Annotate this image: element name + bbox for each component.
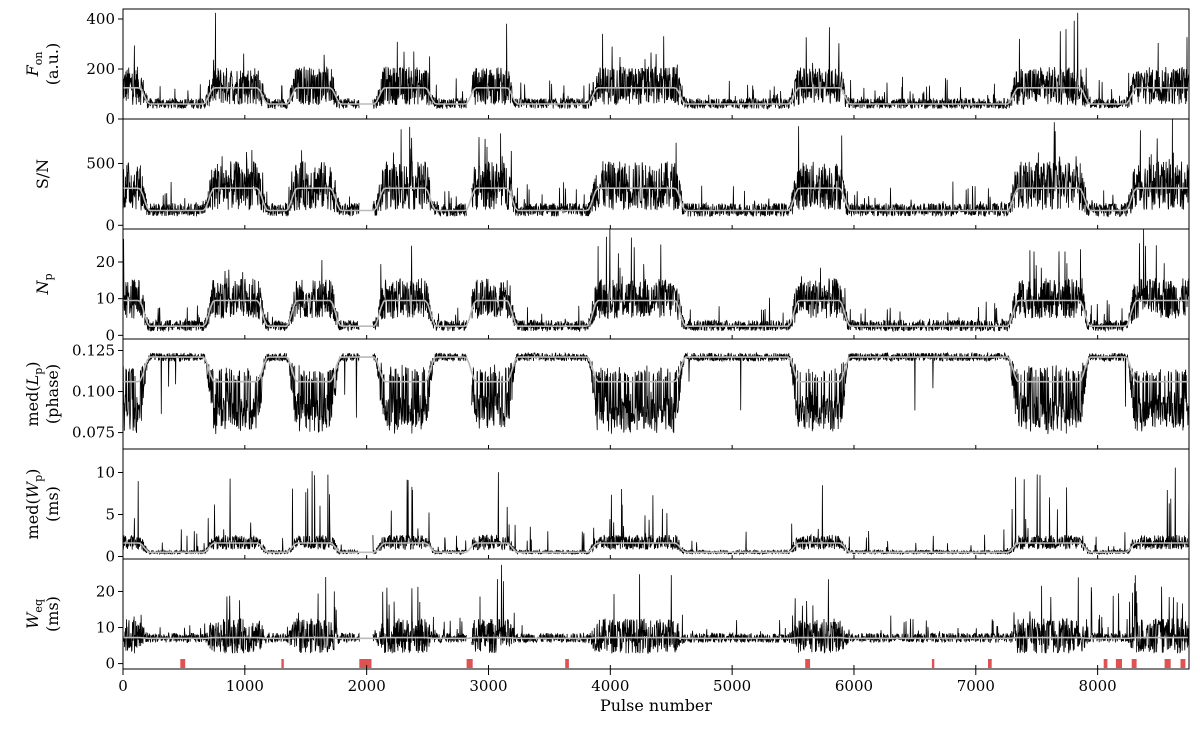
series-smoothed-fon [123, 87, 1188, 105]
flag-mark-3 [466, 659, 473, 668]
panel-np: 0 10 20 Np [33, 228, 1190, 344]
ytick-label-np-0: 0 [105, 326, 115, 344]
xtick-label-0: 0 [118, 677, 128, 695]
ytick-label-weq-2: 20 [96, 582, 115, 600]
xtick-label-8: 8000 [1079, 677, 1117, 695]
ytick-label-np-2: 20 [96, 253, 115, 271]
flag-mark-0 [180, 659, 186, 668]
xtick-label-1: 1000 [226, 677, 264, 695]
flag-mark-11 [1164, 659, 1171, 668]
xtick-label-4: 4000 [591, 677, 629, 695]
ylabel-lp: med(Lp)(phase) [23, 361, 62, 426]
series-smoothed-wp [123, 542, 1188, 554]
xtick-label-3: 3000 [469, 677, 507, 695]
flag-mark-10 [1131, 659, 1137, 668]
x-axis-label: Pulse number [600, 696, 712, 715]
panel-fon: 0 200 400 Fon(a.u.) [23, 8, 1190, 128]
xtick-label-5: 5000 [713, 677, 751, 695]
series-raw-lp [123, 351, 1189, 435]
flag-mark-6 [931, 659, 935, 668]
ytick-label-fon-2: 400 [86, 10, 115, 28]
flag-mark-4 [565, 659, 569, 668]
series-raw-fon [123, 12, 1189, 111]
ylabel-wp: med(Wp)(ms) [23, 469, 62, 540]
ylabel-fon: Fon(a.u.) [23, 43, 62, 86]
ytick-label-np-1: 10 [96, 290, 115, 308]
ylabel-np: Np [33, 273, 55, 295]
ytick-label-wp-2: 10 [96, 464, 115, 482]
series-smoothed-snr [123, 187, 1188, 212]
panel-lp: 0.075 0.100 0.125 med(Lp)(phase) [23, 338, 1190, 450]
flag-mark-7 [988, 659, 992, 668]
ytick-label-wp-0: 0 [105, 547, 115, 565]
ytick-label-weq-0: 0 [105, 655, 115, 673]
ytick-label-lp-2: 0.125 [72, 341, 115, 359]
flag-mark-8 [1103, 659, 1108, 668]
panel-wp: 0 5 10 med(Wp)(ms) [23, 448, 1190, 565]
panel-frame-weq [122, 558, 1190, 670]
chart-panels: 0200400Fon(a.u.)0500S/N01020Np0.0750.100… [23, 8, 1190, 673]
series-raw-wp [123, 467, 1189, 556]
ytick-label-wp-1: 5 [105, 505, 115, 523]
ytick-label-lp-0: 0.075 [72, 424, 115, 442]
series-smoothed-np [123, 299, 1188, 327]
flag-mark-2 [359, 659, 372, 668]
series-raw-weq [123, 564, 1189, 654]
ytick-label-snr-0: 0 [105, 216, 115, 234]
xtick-label-2: 2000 [348, 677, 386, 695]
flag-mark-1 [281, 659, 284, 668]
panel-weq: 0 10 20 Weq(ms) [23, 558, 1190, 673]
ylabel-snr: S/N [33, 159, 52, 189]
series-smoothed-weq [123, 636, 1188, 640]
ytick-label-fon-0: 0 [105, 110, 115, 128]
ylabel-weq: Weq(ms) [23, 596, 62, 632]
ytick-label-snr-1: 500 [86, 154, 115, 172]
series-smoothed-lp [123, 356, 1188, 383]
flag-mark-12 [1180, 659, 1186, 668]
flag-mark-5 [805, 659, 811, 668]
xtick-label-7: 7000 [957, 677, 995, 695]
ytick-label-lp-1: 0.100 [72, 383, 115, 401]
panel-snr: 0 500 S/N [33, 118, 1190, 234]
xtick-label-6: 6000 [835, 677, 873, 695]
series-raw-snr [123, 119, 1189, 218]
flag-mark-9 [1115, 659, 1122, 668]
ytick-label-weq-1: 10 [96, 619, 115, 637]
ytick-label-fon-1: 200 [86, 60, 115, 78]
series-raw-np [123, 229, 1189, 333]
x-axis: 0 1000 2000 3000 4000 5000 6000 7000 8000 [118, 669, 1117, 695]
